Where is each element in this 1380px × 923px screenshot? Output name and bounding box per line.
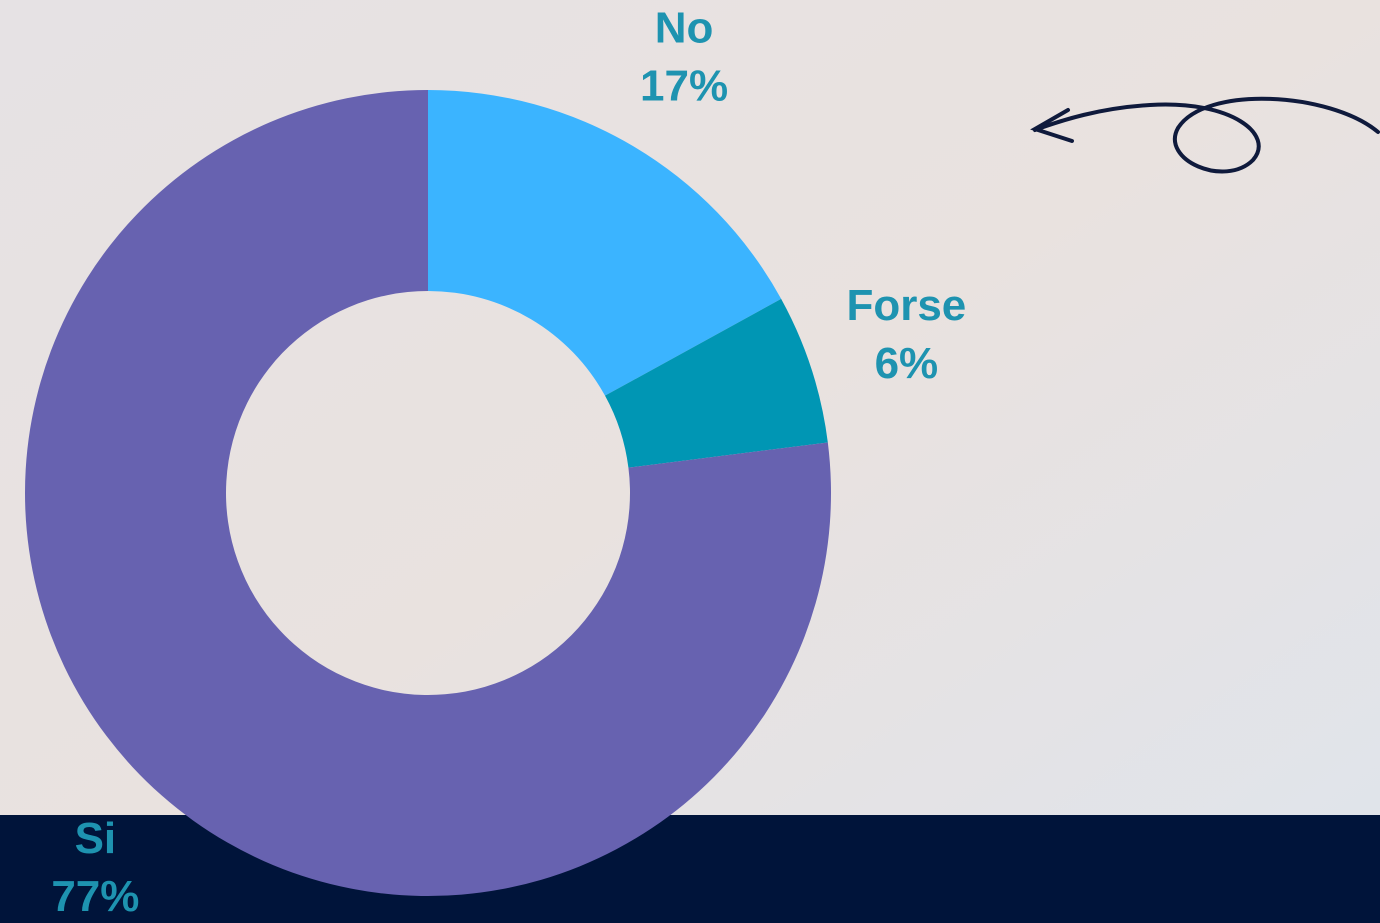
slice-label: Forse bbox=[846, 281, 966, 330]
slice-label: No bbox=[655, 4, 714, 53]
slice-label: Si bbox=[75, 814, 117, 863]
value-label: 6% bbox=[875, 339, 939, 388]
value-label: 77% bbox=[51, 872, 139, 921]
page: No 17% Forse 6% Si 77% bbox=[0, 0, 1380, 923]
footer-band bbox=[0, 815, 1380, 923]
value-label: 17% bbox=[640, 62, 728, 111]
